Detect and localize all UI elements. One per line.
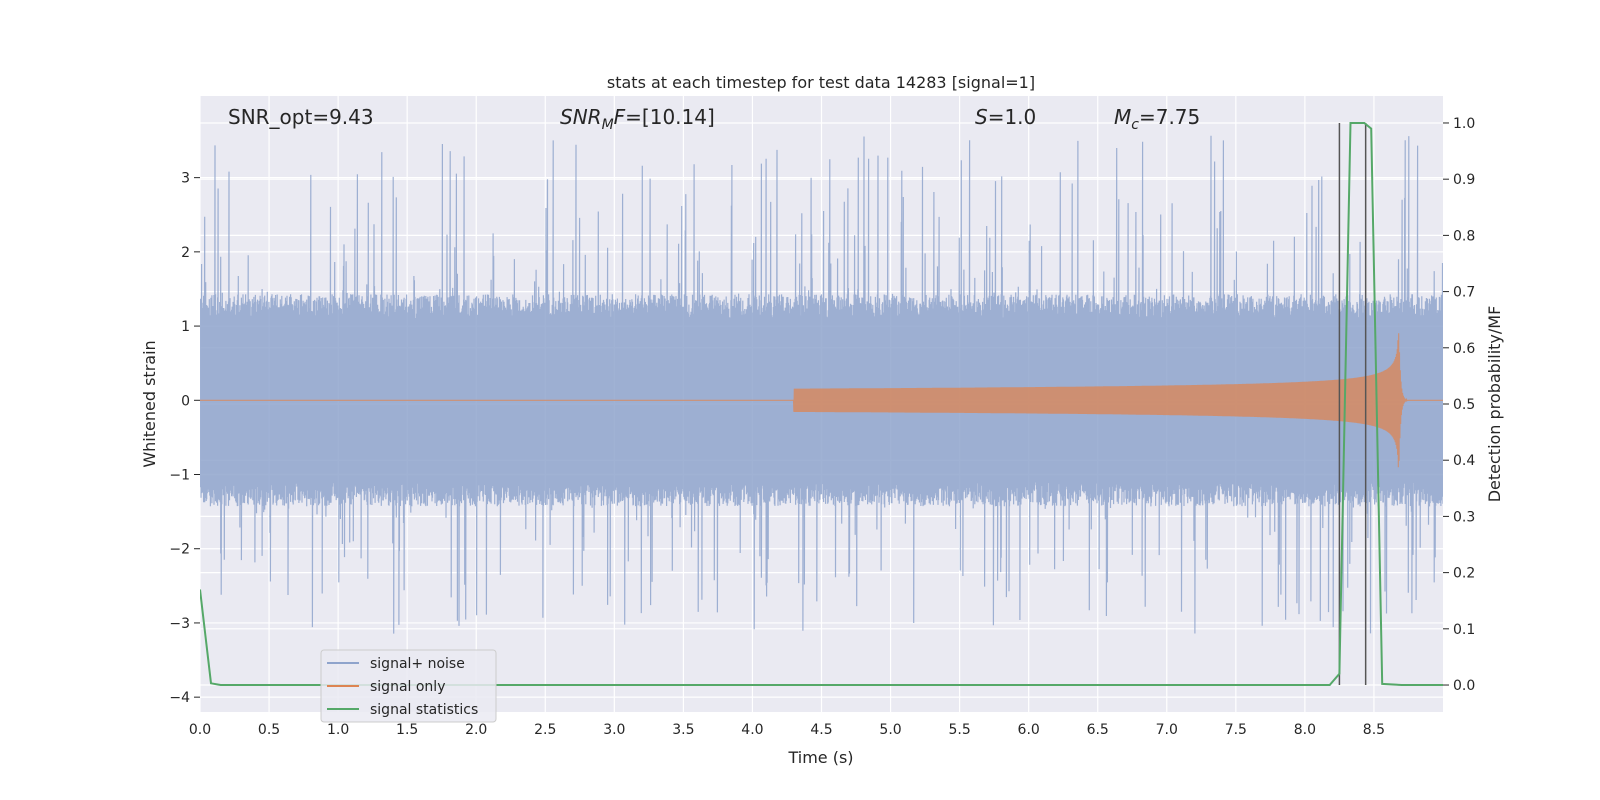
x-tick-label: 8.5 (1363, 722, 1385, 738)
y-left-tick-label: 1 (181, 319, 190, 335)
annotation-snr-mf: SNRMF=[10.14] (560, 105, 715, 133)
y-right-tick-label: 0.9 (1453, 172, 1475, 188)
y-axis-left-ticks: 3 2 1 0 −1 −2 −3 −4 (169, 171, 200, 706)
annotations: SNR_opt=9.43 SNRMF=[10.14] S=1.0 Mc=7.75 (228, 105, 1200, 133)
x-tick-label: 5.0 (879, 722, 901, 738)
y-axis-left-label: Whitened strain (140, 340, 159, 467)
y-left-tick-label: 0 (181, 393, 190, 409)
y-left-tick-label: −1 (169, 468, 190, 484)
vertical-markers (1338, 122, 1367, 686)
x-tick-label: 0.5 (258, 722, 280, 738)
legend-label-signal-only: signal only (370, 679, 445, 695)
x-tick-label: 3.5 (672, 722, 694, 738)
x-tick-label: 2.0 (465, 722, 487, 738)
y-left-tick-label: −2 (169, 542, 190, 558)
y-right-tick-label: 0.4 (1453, 453, 1475, 469)
annotation-snr-opt: SNR_opt=9.43 (228, 105, 374, 129)
y-left-tick-label: −3 (169, 616, 190, 632)
x-tick-label: 7.0 (1156, 722, 1178, 738)
x-tick-label: 4.5 (810, 722, 832, 738)
annotation-mc-value: =7.75 (1139, 105, 1200, 129)
annotation-snr-mf-value: =[10.14] (625, 105, 715, 129)
y-left-tick-label: −4 (169, 690, 190, 706)
y-left-tick-label: 2 (181, 245, 190, 261)
y-axis-right-ticks: 1.0 0.9 0.8 0.7 0.6 0.5 0.4 0.3 0.2 0.1 0.0 (1443, 116, 1475, 694)
legend-box (320, 649, 497, 723)
series-signal-statistics (200, 122, 1443, 686)
y-axis-right-label: Detection probability/MF (1485, 306, 1504, 503)
x-tick-label: 2.5 (534, 722, 556, 738)
x-tick-label: 0.0 (189, 722, 211, 738)
series-signal-only (200, 333, 1443, 468)
annotation-s: S=1.0 (975, 105, 1036, 129)
y-right-tick-label: 0.0 (1453, 678, 1475, 694)
data-layer (200, 122, 1443, 686)
x-tick-label: 1.5 (396, 722, 418, 738)
y-right-tick-label: 1.0 (1453, 116, 1475, 132)
chart-title: stats at each timestep for test data 142… (607, 73, 1035, 92)
y-right-tick-label: 0.5 (1453, 397, 1475, 413)
legend: signal+ noise signal only signal statist… (320, 649, 497, 723)
legend-label-signal-statistics: signal statistics (370, 702, 478, 718)
legend-label-signal-plus-noise: signal+ noise (370, 656, 465, 672)
x-tick-label: 6.5 (1087, 722, 1109, 738)
annotation-mc: Mc=7.75 (1114, 105, 1200, 133)
y-right-tick-label: 0.1 (1453, 622, 1475, 638)
y-right-tick-label: 0.8 (1453, 228, 1475, 244)
x-axis-label: Time (s) (787, 748, 853, 767)
x-tick-label: 6.0 (1018, 722, 1040, 738)
y-right-tick-label: 0.7 (1453, 285, 1475, 301)
x-tick-label: 4.0 (741, 722, 763, 738)
x-axis-ticks: 0.0 0.5 1.0 1.5 2.0 2.5 3.0 3.5 4.0 4.5 5.0 5.5 6.0 6… (189, 722, 1385, 738)
x-tick-label: 7.5 (1225, 722, 1247, 738)
y-right-tick-label: 0.2 (1453, 566, 1475, 582)
x-tick-label: 5.5 (948, 722, 970, 738)
y-right-tick-label: 0.3 (1453, 509, 1475, 525)
x-tick-label: 8.0 (1294, 722, 1316, 738)
x-tick-label: 3.0 (603, 722, 625, 738)
x-tick-label: 1.0 (327, 722, 349, 738)
annotation-s-value: =1.0 (988, 105, 1037, 129)
y-right-tick-label: 0.6 (1453, 341, 1475, 357)
y-left-tick-label: 3 (181, 171, 190, 187)
